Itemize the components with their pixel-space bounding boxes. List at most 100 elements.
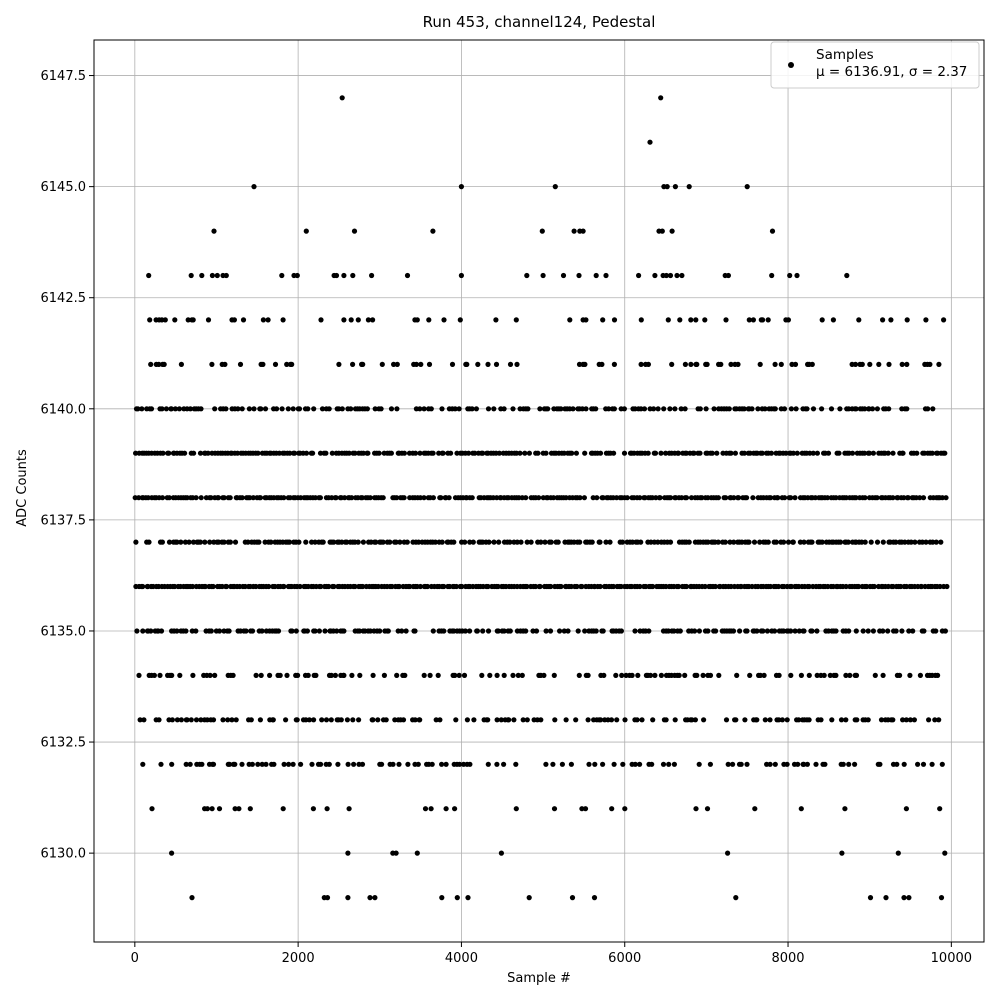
data-point bbox=[462, 539, 468, 545]
data-point bbox=[248, 717, 254, 723]
data-point bbox=[636, 272, 642, 279]
data-point bbox=[174, 717, 180, 723]
data-point bbox=[772, 761, 778, 767]
data-point bbox=[396, 583, 402, 590]
data-point bbox=[794, 450, 800, 456]
data-point bbox=[661, 406, 667, 412]
data-point bbox=[927, 361, 933, 367]
data-point bbox=[660, 761, 667, 767]
data-point bbox=[467, 539, 473, 545]
data-point bbox=[498, 717, 504, 723]
data-point bbox=[257, 495, 264, 501]
data-point bbox=[688, 361, 694, 367]
data-point bbox=[383, 717, 389, 723]
data-point bbox=[339, 539, 345, 545]
data-point bbox=[925, 406, 931, 412]
data-point bbox=[754, 717, 760, 723]
data-point bbox=[461, 672, 468, 679]
data-point bbox=[263, 761, 269, 767]
data-point bbox=[467, 628, 473, 634]
data-point bbox=[608, 717, 615, 723]
data-point bbox=[140, 761, 146, 767]
data-point bbox=[147, 317, 153, 323]
data-point bbox=[839, 850, 845, 856]
data-point bbox=[318, 317, 324, 323]
data-point bbox=[226, 761, 233, 767]
data-point bbox=[723, 495, 729, 501]
data-point bbox=[870, 450, 877, 456]
data-point bbox=[619, 672, 625, 679]
data-point bbox=[198, 717, 204, 723]
data-point bbox=[833, 628, 839, 634]
data-point bbox=[824, 495, 831, 501]
data-point bbox=[682, 361, 689, 367]
data-point bbox=[819, 539, 825, 545]
data-point bbox=[933, 628, 939, 634]
data-point bbox=[486, 539, 492, 545]
data-point bbox=[746, 317, 752, 323]
data-point bbox=[590, 495, 596, 501]
data-point bbox=[810, 450, 816, 456]
data-point bbox=[449, 361, 456, 367]
data-point bbox=[930, 406, 936, 412]
data-point bbox=[451, 539, 457, 545]
data-point bbox=[289, 361, 295, 367]
data-point bbox=[679, 495, 685, 501]
data-point bbox=[317, 495, 323, 501]
data-point bbox=[559, 761, 566, 767]
y-axis-label: ADC Counts bbox=[15, 449, 30, 527]
data-point bbox=[140, 583, 146, 590]
data-point bbox=[665, 317, 671, 323]
data-point bbox=[618, 583, 624, 590]
data-point bbox=[725, 761, 731, 767]
legend-stats-label: μ = 6136.91, σ = 2.37 bbox=[816, 64, 967, 80]
data-point bbox=[394, 495, 400, 501]
data-point bbox=[393, 850, 399, 856]
data-point bbox=[589, 539, 595, 545]
y-tick-label: 6132.5 bbox=[41, 736, 87, 751]
x-tick-label: 2000 bbox=[282, 951, 315, 966]
data-point bbox=[664, 184, 670, 190]
data-point bbox=[804, 761, 811, 767]
data-point bbox=[341, 628, 347, 634]
data-point bbox=[754, 628, 760, 634]
data-point bbox=[764, 628, 771, 634]
data-point bbox=[911, 717, 918, 723]
data-point bbox=[393, 539, 399, 545]
data-point bbox=[485, 628, 492, 634]
data-point bbox=[479, 672, 485, 679]
data-point bbox=[542, 539, 548, 545]
data-point bbox=[900, 717, 906, 723]
data-point bbox=[376, 450, 382, 456]
data-point bbox=[779, 717, 786, 723]
data-point bbox=[295, 672, 301, 679]
data-point bbox=[767, 761, 773, 767]
data-point bbox=[202, 539, 208, 545]
data-point bbox=[240, 317, 247, 323]
data-point bbox=[501, 672, 507, 679]
data-point bbox=[899, 361, 905, 367]
data-point bbox=[744, 184, 750, 190]
data-point bbox=[932, 717, 938, 723]
data-point bbox=[866, 450, 873, 456]
data-point bbox=[618, 628, 625, 634]
data-point bbox=[744, 761, 750, 767]
data-point bbox=[380, 495, 386, 501]
data-point bbox=[303, 450, 310, 456]
data-point bbox=[441, 628, 447, 634]
data-point bbox=[845, 539, 851, 545]
data-point bbox=[829, 717, 835, 723]
data-point bbox=[285, 406, 291, 412]
data-point bbox=[334, 628, 340, 634]
data-point bbox=[703, 406, 709, 412]
data-point bbox=[472, 450, 478, 456]
data-point bbox=[226, 628, 232, 634]
data-point bbox=[429, 761, 435, 767]
data-point bbox=[942, 450, 948, 456]
data-point bbox=[798, 672, 805, 679]
data-point bbox=[874, 539, 881, 545]
data-point bbox=[487, 672, 493, 679]
data-point bbox=[725, 272, 732, 279]
data-point bbox=[877, 761, 883, 767]
data-point bbox=[493, 317, 499, 323]
